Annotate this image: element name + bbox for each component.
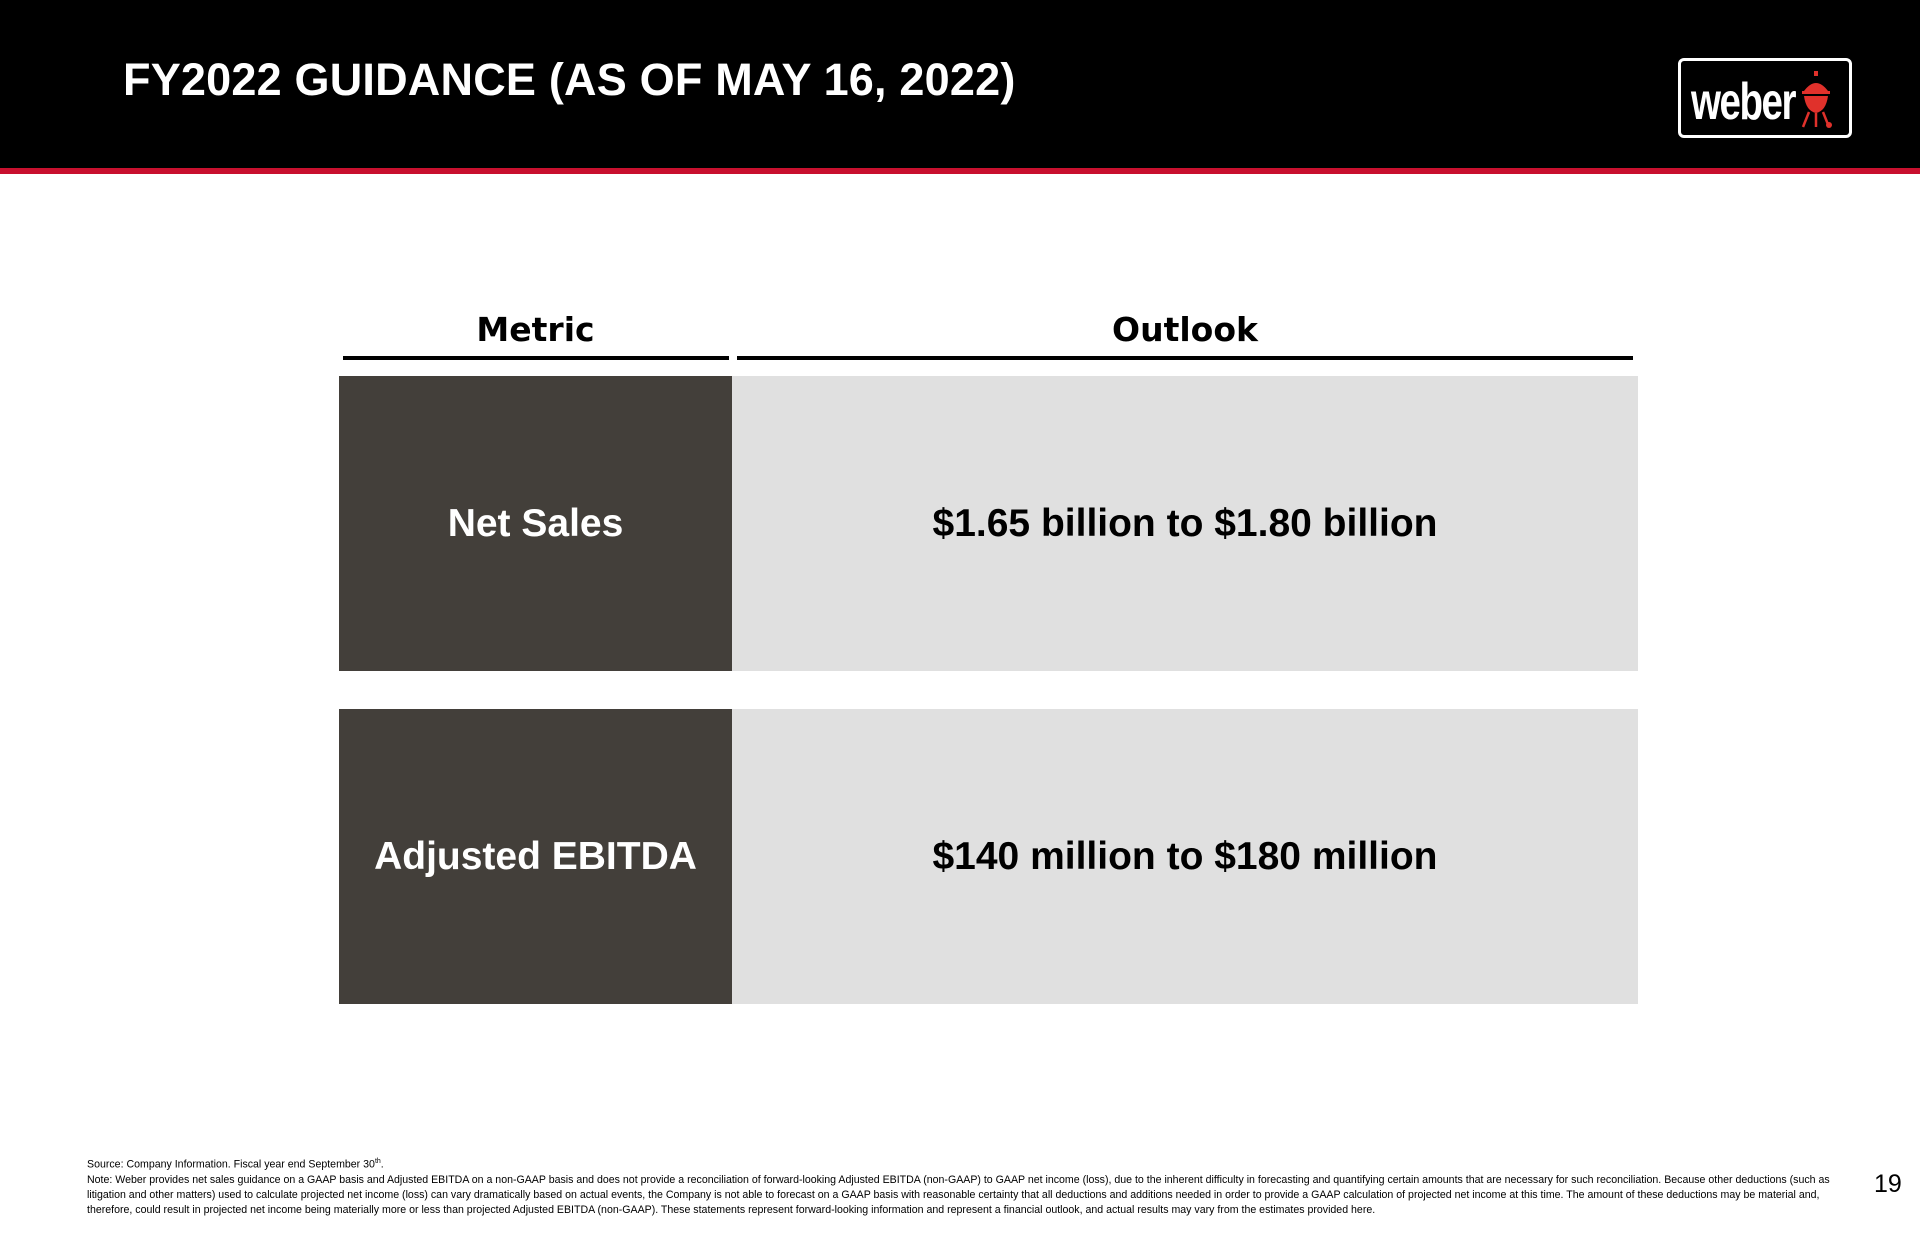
metric-cell-net-sales: Net Sales (339, 376, 732, 671)
metric-label: Adjusted EBITDA (374, 834, 697, 878)
header-bar (0, 0, 1920, 168)
outlook-value: $1.65 billion to $1.80 billion (932, 501, 1438, 545)
disclaimer-note: Note: Weber provides net sales guidance … (87, 1173, 1830, 1217)
outlook-cell-net-sales: $1.65 billion to $1.80 billion (732, 376, 1638, 671)
source-suffix: . (380, 1158, 384, 1171)
metric-cell-adjusted-ebitda: Adjusted EBITDA (339, 709, 732, 1004)
logo-wordmark: weber (1690, 73, 1796, 131)
kettle-grill-icon (1801, 71, 1832, 128)
header-accent-rule (0, 168, 1920, 174)
page-number: 19 (1874, 1170, 1902, 1198)
slide-title: FY2022 GUIDANCE (AS OF MAY 16, 2022) (123, 54, 1016, 105)
source-text: Source: Company Information. Fiscal year… (87, 1158, 375, 1171)
weber-logo-mark: weber (1690, 71, 1832, 131)
source-note: Source: Company Information. Fiscal year… (87, 1154, 1847, 1173)
column-header-outlook: Outlook (1112, 310, 1258, 349)
outlook-cell-adjusted-ebitda: $140 million to $180 million (732, 709, 1638, 1004)
column-rule-metric (343, 356, 729, 360)
weber-logo: weber (1678, 58, 1852, 138)
footnotes: Source: Company Information. Fiscal year… (87, 1154, 1847, 1219)
outlook-value: $140 million to $180 million (932, 834, 1438, 878)
column-rule-outlook (737, 356, 1633, 360)
column-header-metric: Metric (476, 310, 595, 349)
source-superscript: th (374, 1158, 381, 1165)
metric-label: Net Sales (447, 501, 624, 545)
